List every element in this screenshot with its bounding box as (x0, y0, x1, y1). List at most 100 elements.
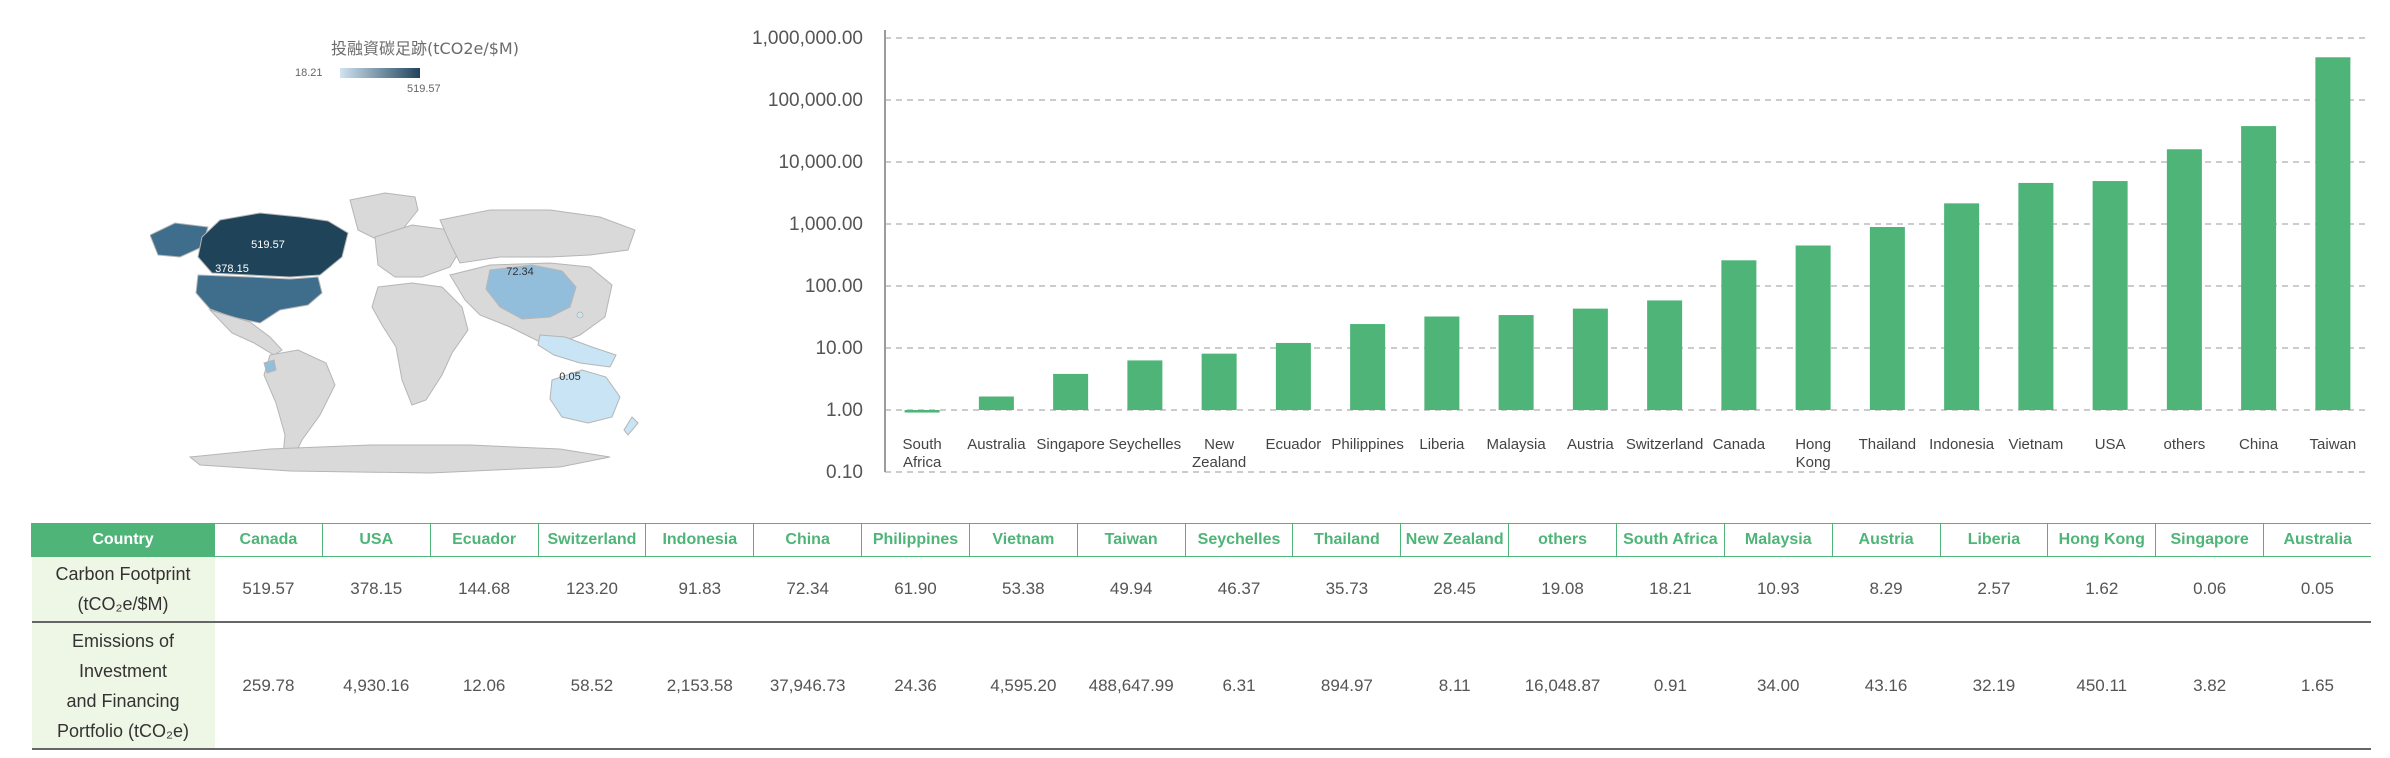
bar (1647, 300, 1683, 410)
y-tick-label: 1,000,000.00 (752, 28, 863, 49)
bar (904, 410, 940, 413)
carbon-footprint-cell: 61.90 (861, 556, 970, 623)
map-region-china[interactable] (485, 264, 577, 320)
table-header-country-name: Philippines (861, 523, 970, 557)
table-header-country-name: Seychelles (1184, 523, 1293, 557)
table-row-carbon-footprint: Carbon Footprint (tCO₂e/$M) 519.57 378.15 1… (31, 556, 2372, 623)
y-tick-label: 10,000.00 (778, 152, 863, 173)
carbon-footprint-cell: 72.34 (753, 556, 862, 623)
carbon-footprint-cell: 8.29 (1832, 556, 1940, 623)
row-label-line: Carbon Footprint (55, 564, 191, 584)
bar (1275, 342, 1311, 410)
map-region-australia[interactable] (549, 369, 621, 424)
table-header-country-name: Liberia (1939, 523, 2048, 557)
bar (2166, 149, 2202, 410)
bar (2241, 126, 2277, 410)
row-label-carbon-footprint: Carbon Footprint (tCO₂e/$M) (31, 556, 215, 623)
carbon-footprint-cell: 1.62 (2047, 556, 2156, 623)
x-category-label: Hong (1795, 436, 1831, 453)
emissions-cell: 1.65 (2263, 622, 2372, 750)
table-header-country-name: Taiwan (1076, 523, 1186, 557)
carbon-footprint-cell: 53.38 (969, 556, 1078, 623)
bar (1572, 308, 1608, 410)
map-legend-min-label: 18.21 (295, 67, 323, 79)
map-region-usa[interactable] (195, 274, 323, 324)
table-header-country: Country (31, 523, 215, 557)
row-label-line: Emissions of (71, 630, 175, 651)
bar (2092, 181, 2128, 410)
emissions-cell: 4,595.20 (969, 622, 1078, 750)
y-tick-label: 100,000.00 (768, 90, 863, 111)
emissions-cell: 12.06 (430, 622, 539, 750)
map-region-canada[interactable] (197, 212, 349, 278)
y-tick-label: 1.00 (826, 400, 863, 421)
map-label-canada: 519.57 (251, 239, 285, 251)
map-panel: 投融資碳足跡(tCO2e/$M) 18.21 519.57 (150, 25, 670, 485)
x-category-label: Liberia (1419, 436, 1465, 453)
carbon-footprint-cell: 0.05 (2263, 556, 2372, 623)
emissions-cell: 34.00 (1724, 622, 1833, 750)
table-header-country-name: Austria (1831, 523, 1940, 557)
table-header-country-name: Hong Kong (2047, 523, 2156, 557)
x-category-label: Austria (1567, 436, 1614, 453)
table-header-country-name: USA (321, 523, 431, 557)
carbon-footprint-cell: 18.21 (1616, 556, 1725, 623)
emissions-cell: 16,048.87 (1508, 622, 1617, 750)
x-category-label: Singapore (1036, 436, 1104, 453)
emissions-cell: 488,647.99 (1077, 622, 1186, 750)
bar (1350, 324, 1386, 410)
emissions-cell: 450.11 (2047, 622, 2156, 750)
bar (1053, 373, 1089, 410)
x-category-label: USA (2095, 436, 2126, 453)
emissions-cell: 259.78 (214, 622, 323, 750)
map-region-russia (439, 209, 636, 264)
table-header-country-name: Indonesia (645, 523, 754, 557)
x-category-label: Seychelles (1109, 436, 1182, 453)
table-header-country-name: Australia (2263, 523, 2372, 557)
x-category-label: Indonesia (1929, 436, 1995, 453)
carbon-footprint-cell: 91.83 (645, 556, 754, 623)
map-region-southeast-asia (537, 334, 617, 368)
bar (2018, 182, 2054, 410)
emissions-cell: 8.11 (1400, 622, 1509, 750)
table-header-country-name: South Africa (1615, 523, 1725, 557)
table-header-country-name: Ecuador (429, 523, 539, 557)
map-region-africa (371, 282, 469, 406)
x-category-label: Vietnam (2008, 436, 2063, 453)
x-category-label: Africa (903, 454, 942, 471)
carbon-footprint-cell: 49.94 (1077, 556, 1186, 623)
bar (978, 396, 1014, 410)
emissions-cell: 58.52 (538, 622, 646, 750)
map-region-central-america (208, 308, 283, 356)
bar (2315, 57, 2351, 411)
emissions-cell: 32.19 (1940, 622, 2048, 750)
x-category-label: Taiwan (2310, 436, 2357, 453)
table-header-row: Country Canada USA Ecuador Switzerland Indon… (31, 523, 2372, 557)
map-label-usa: 378.15 (215, 263, 249, 275)
row-label-line: and Financing (66, 690, 180, 711)
table-row-emissions: Emissions of Investment and Financing Portf… (31, 622, 2372, 750)
bar (1498, 315, 1534, 410)
carbon-footprint-cell: 2.57 (1940, 556, 2048, 623)
emissions-cell: 43.16 (1832, 622, 1940, 750)
table-header-country-name: Switzerland (537, 523, 646, 557)
bar (1127, 360, 1163, 410)
carbon-footprint-cell: 19.08 (1508, 556, 1617, 623)
x-category-label: Zealand (1192, 454, 1246, 471)
carbon-footprint-cell: 46.37 (1185, 556, 1293, 623)
x-category-label: South (903, 436, 942, 453)
row-label-emissions: Emissions of Investment and Financing Portf… (31, 622, 215, 750)
map-region-ecuador (263, 359, 277, 374)
table-header-country-name: Malaysia (1723, 523, 1833, 557)
y-tick-label: 0.10 (826, 462, 863, 483)
x-category-label: Canada (1713, 436, 1766, 453)
map-region-new-zealand (623, 416, 639, 436)
map-legend-max-label: 519.57 (407, 83, 441, 95)
map-label-australia: 0.05 (559, 371, 580, 383)
map-title: 投融資碳足跡(tCO2e/$M) (331, 39, 519, 58)
emissions-cell: 4,930.16 (322, 622, 431, 750)
y-tick-label: 100.00 (805, 276, 863, 297)
bar (1721, 260, 1757, 410)
emissions-cell: 24.36 (861, 622, 970, 750)
country-data-table: Country Canada USA Ecuador Switzerland Indon… (31, 523, 2372, 750)
